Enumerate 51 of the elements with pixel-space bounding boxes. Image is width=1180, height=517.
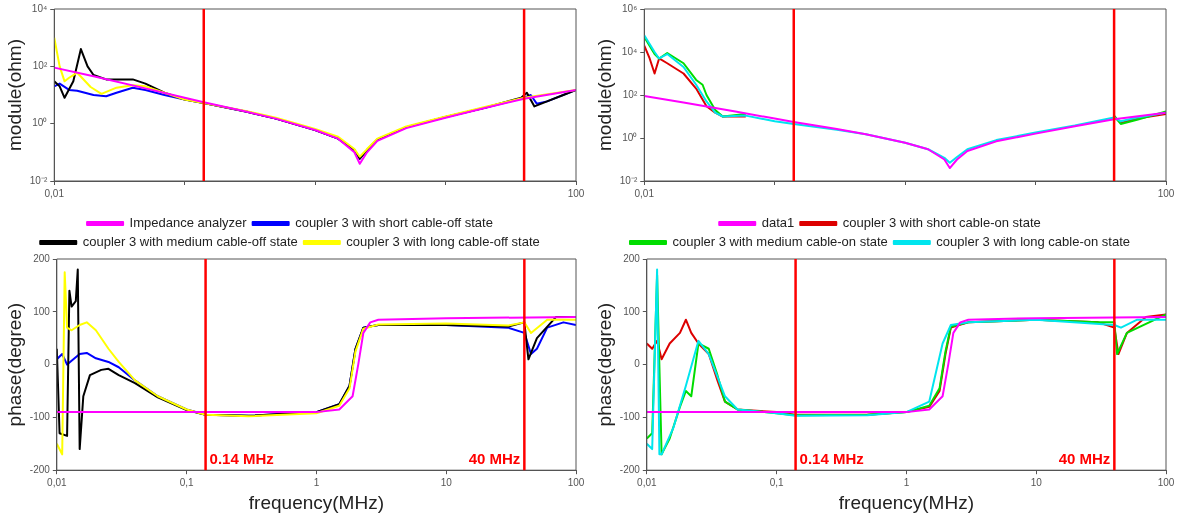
legend-label: data1 [761,215,795,231]
y-tick-label: 10² [622,88,638,100]
y-tick-label: 200 [623,252,641,264]
y-tick-label: 10⁴ [31,2,48,14]
y-tick-label: -100 [29,411,51,423]
y-tick-label: 100 [33,305,51,317]
x-tick-label: 0,1 [769,476,784,488]
x-tick-label: 100 [567,187,585,199]
x-tick-label: 100 [1157,187,1175,199]
y-tick-label: 0 [44,358,51,370]
legend-label: coupler 3 with long cable-off state [346,234,540,250]
x-tick-label: 0,01 [637,476,657,488]
y-tick-label: 10⁰ [32,117,48,129]
y-tick-label: 10⁴ [621,45,638,57]
y-tick-label: -200 [619,463,641,475]
y-tick-label: 10² [32,60,48,72]
x-tick-label: 0,01 [47,476,67,488]
ref-line-label: 40 MHz [1058,449,1111,467]
y-tick-label: -200 [29,463,51,475]
y-tick-label: 10⁻² [29,174,48,186]
legend-label: Impedance analyzer [129,215,248,231]
y-tick-label: 0 [634,358,641,370]
x-tick-label: 10 [1030,476,1043,488]
legend-label: coupler 3 with long cable-on state [936,234,1131,250]
y-tick-label: -100 [619,411,641,423]
legend-label: coupler 3 with medium cable-off state [82,234,298,250]
y-axis-title: module(ohm) [593,39,615,151]
ref-line-label: 0.14 MHz [209,449,274,467]
y-tick-label: 10⁰ [622,131,638,143]
x-tick-label: 10 [440,476,453,488]
ref-line-label: 0.14 MHz [799,449,864,467]
y-axis-title: phase(degree) [593,302,615,427]
legend-label: coupler 3 with short cable-on state [842,215,1041,231]
legend-label: coupler 3 with short cable-off state [295,215,493,231]
x-tick-label: 0,01 [44,187,65,199]
y-tick-label: 200 [33,252,51,264]
y-tick-label: 10⁻² [619,174,638,186]
x-tick-label: 1 [903,476,910,488]
x-tick-label: 100 [567,476,585,488]
x-axis-title: frequency(MHz) [248,491,384,513]
y-tick-label: 100 [623,305,641,317]
y-axis-title: phase(degree) [3,302,25,427]
x-tick-label: 100 [1157,476,1175,488]
x-tick-label: 0,1 [179,476,194,488]
x-axis-title: frequency(MHz) [838,491,974,513]
x-tick-label: 1 [313,476,320,488]
ref-line-label: 40 MHz [468,449,521,467]
x-tick-label: 0,01 [634,187,655,199]
legend-label: coupler 3 with medium cable-on state [672,234,888,250]
y-axis-title: module(ohm) [3,39,25,151]
y-tick-label: 10⁶ [622,2,638,14]
